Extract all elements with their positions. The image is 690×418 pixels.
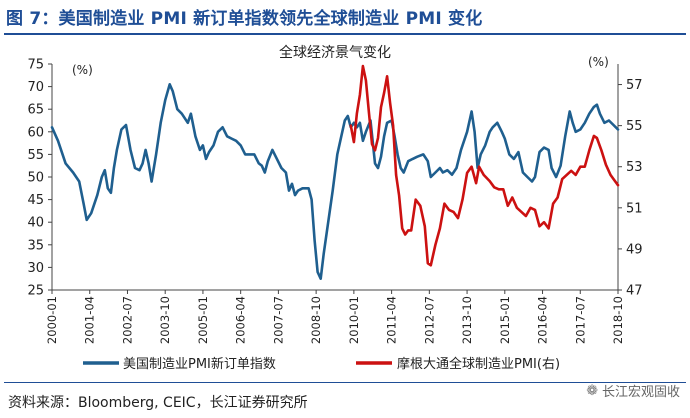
title-divider xyxy=(4,33,686,35)
left-tick-label: 25 xyxy=(27,284,44,299)
footer-divider xyxy=(4,382,686,383)
x-tick-label: 2015-01 xyxy=(498,296,512,344)
x-tick-label: 2005-01 xyxy=(196,296,210,344)
wechat-icon: ❁ xyxy=(586,382,598,399)
chart-title: 全球经济景气变化 xyxy=(279,44,391,61)
series-layer xyxy=(50,64,620,280)
left-tick-label: 30 xyxy=(27,261,44,276)
left-tick-label: 60 xyxy=(27,125,44,140)
x-tick-label: 2000-01 xyxy=(45,296,59,344)
x-tick-label: 2011-04 xyxy=(385,296,399,344)
x-tick-label: 2006-04 xyxy=(234,296,248,344)
right-axis-unit: (%) xyxy=(588,55,609,69)
right-tick-label: 47 xyxy=(626,284,643,299)
chart: 全球经济景气变化 (%) (%) 2530354045505560657075 … xyxy=(27,44,643,372)
left-axis: 25 30 35 40 45 50 55 60 65 70 75 xyxy=(27,58,52,299)
x-tick-label: 2012-07 xyxy=(422,296,436,344)
left-tick-label: 45 xyxy=(27,193,44,208)
x-tick-label: 2010-01 xyxy=(347,296,361,344)
right-axis: 47 49 51 53 55 57 xyxy=(618,78,643,299)
right-tick-label: 53 xyxy=(626,160,643,175)
series-line-us-new-orders xyxy=(50,83,620,280)
x-tick-label: 2016-04 xyxy=(536,296,550,344)
source-note: 资料来源：Bloomberg, CEIC，长江证券研究所 xyxy=(8,395,308,411)
left-tick-label: 55 xyxy=(27,148,44,163)
x-tick-label: 2001-04 xyxy=(83,296,97,344)
right-tick-label: 55 xyxy=(626,119,643,134)
left-tick-label: 70 xyxy=(27,80,44,95)
watermark: ❁ 长江宏观固收 xyxy=(586,381,680,401)
left-tick-label: 50 xyxy=(27,171,44,186)
x-tick-label: 2008-10 xyxy=(309,296,323,344)
figure-title: 图 7：美国制造业 PMI 新订单指数领先全球制造业 PMI 变化 xyxy=(6,9,483,29)
legend-label-global: 摩根大通全球制造业PMI(右) xyxy=(397,356,560,372)
x-tick-label: 2017-07 xyxy=(573,296,587,344)
left-tick-label: 75 xyxy=(27,58,44,73)
left-axis-unit: (%) xyxy=(72,63,93,77)
left-tick-label: 40 xyxy=(27,216,44,231)
legend-label-us: 美国制造业PMI新订单指数 xyxy=(123,356,276,372)
right-tick-label: 51 xyxy=(626,201,643,216)
watermark-text: 长江宏观固收 xyxy=(601,385,680,400)
x-tick-label: 2003-10 xyxy=(158,296,172,344)
right-tick-label: 49 xyxy=(626,242,643,257)
x-tick-label: 2007-07 xyxy=(271,296,285,344)
legend: 美国制造业PMI新订单指数 摩根大通全球制造业PMI(右) xyxy=(83,356,560,372)
right-tick-label: 57 xyxy=(626,78,643,93)
x-tick-label: 2002-07 xyxy=(120,296,134,344)
series-line-global-pmi xyxy=(349,64,620,267)
x-axis: 2000-01 2001-04 2002-07 2003-10 2005-01 2006-… xyxy=(45,290,625,344)
left-tick-label: 35 xyxy=(27,238,44,253)
x-tick-label: 2013-10 xyxy=(460,296,474,344)
left-tick-label: 65 xyxy=(27,103,44,118)
x-tick-label: 2018-10 xyxy=(611,296,625,344)
